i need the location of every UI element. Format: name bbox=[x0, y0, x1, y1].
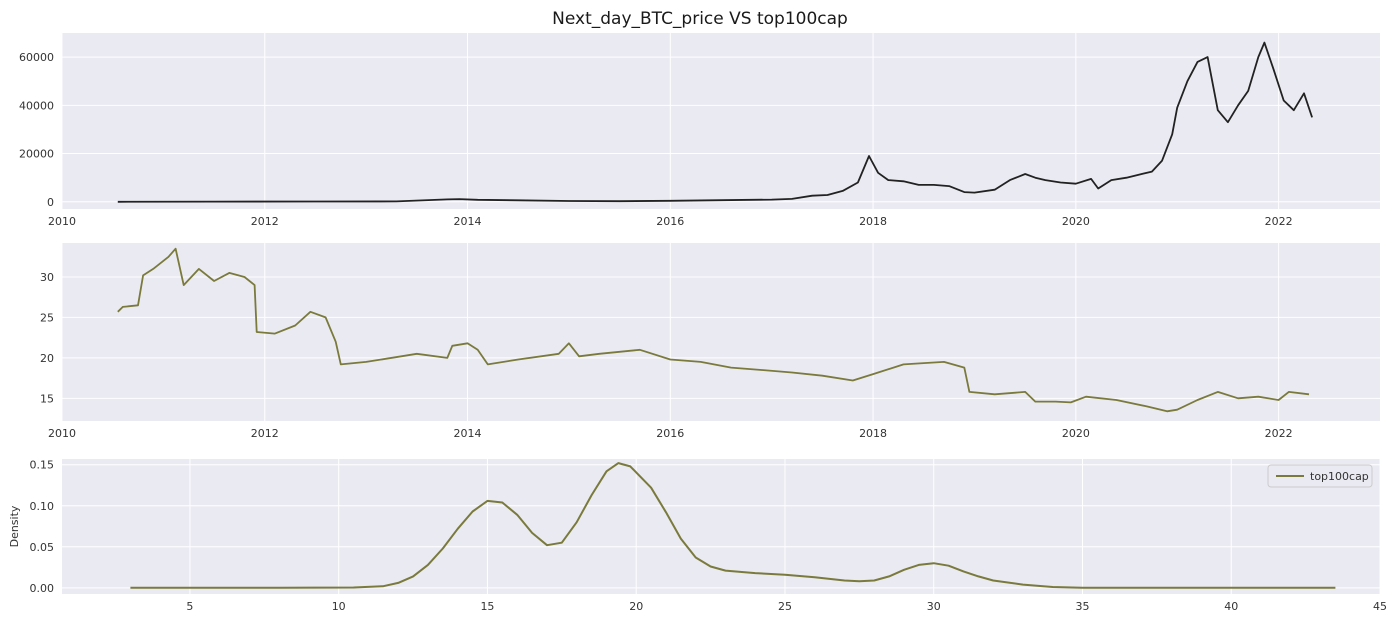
x-tick-label: 2016 bbox=[656, 215, 684, 228]
plot-background bbox=[62, 33, 1380, 209]
series-line bbox=[117, 41, 1313, 203]
plot-background bbox=[62, 459, 1380, 594]
x-tick-label: 2014 bbox=[454, 215, 482, 228]
y-tick-label: 60000 bbox=[19, 51, 54, 64]
top100cap-density-panel: 5 10 15 20 25 30 35 40 45 0.00 0.05 0.10 0.15 Density… bbox=[8, 459, 1387, 613]
legend-label: top100cap bbox=[1310, 470, 1369, 483]
x-tick-label: 2018 bbox=[859, 427, 887, 440]
y-axis-label: Density bbox=[8, 505, 21, 547]
x-tick-label: 2016 bbox=[656, 427, 684, 440]
x-tick-label: 5 bbox=[186, 600, 193, 613]
x-tick-label: 25 bbox=[778, 600, 792, 613]
y-tick-label: 15 bbox=[40, 392, 54, 405]
legend: top100cap bbox=[1267, 464, 1373, 488]
plot-background bbox=[62, 243, 1380, 421]
y-tick-label: 20 bbox=[40, 352, 54, 365]
series-line bbox=[117, 247, 1310, 413]
y-tick-label: 0.15 bbox=[30, 459, 55, 472]
x-tick-label: 30 bbox=[927, 600, 941, 613]
x-tick-label: 2020 bbox=[1062, 427, 1090, 440]
x-tick-label: 45 bbox=[1373, 600, 1387, 613]
y-tick-label: 20000 bbox=[19, 148, 54, 161]
y-tick-label: 0.10 bbox=[30, 500, 55, 513]
btc-price-panel: 2010 2012 2014 2016 2018 2020 2022 0 20000 40000 6… bbox=[19, 33, 1380, 228]
top100cap-timeseries-panel: 2010 2012 2014 2016 2018 2020 2022 15 20 25 30 bbox=[40, 243, 1380, 440]
x-tick-label: 2022 bbox=[1265, 215, 1293, 228]
y-tick-label: 30 bbox=[40, 271, 54, 284]
x-tick-label: 2012 bbox=[251, 215, 279, 228]
x-tick-label: 35 bbox=[1075, 600, 1089, 613]
x-tick-label: 2022 bbox=[1265, 427, 1293, 440]
x-tick-label: 2012 bbox=[251, 427, 279, 440]
legend-box bbox=[1267, 464, 1373, 488]
x-tick-label: 2010 bbox=[48, 427, 76, 440]
x-tick-label: 2010 bbox=[48, 215, 76, 228]
x-tick-label: 2018 bbox=[859, 215, 887, 228]
figure-title: Next_day_BTC_price VS top100cap bbox=[552, 9, 848, 29]
x-tick-label: 40 bbox=[1224, 600, 1238, 613]
x-tick-label: 10 bbox=[332, 600, 346, 613]
y-tick-label: 0.05 bbox=[30, 541, 55, 554]
x-tick-label: 2014 bbox=[454, 427, 482, 440]
x-tick-label: 20 bbox=[629, 600, 643, 613]
x-tick-label: 15 bbox=[480, 600, 494, 613]
y-tick-label: 25 bbox=[40, 311, 54, 324]
series-line bbox=[130, 462, 1336, 589]
y-tick-label: 40000 bbox=[19, 99, 54, 112]
y-tick-label: 0 bbox=[47, 196, 54, 209]
y-tick-label: 0.00 bbox=[30, 582, 55, 595]
x-tick-label: 2020 bbox=[1062, 215, 1090, 228]
